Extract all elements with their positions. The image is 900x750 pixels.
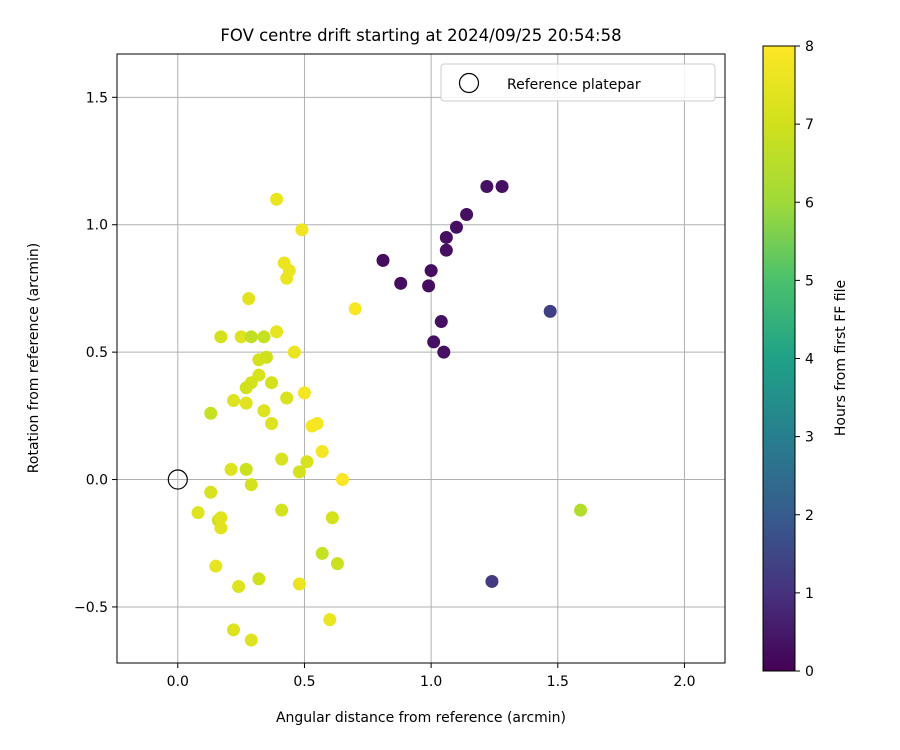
data-point [214, 521, 228, 535]
data-point [297, 386, 311, 400]
colorbar-tick-label: 5 [805, 273, 814, 289]
x-axis-ticks: 0.0 0.5 1.0 1.5 2.0 [167, 663, 696, 690]
data-point [270, 325, 284, 339]
data-point [439, 243, 453, 257]
data-point [280, 271, 294, 285]
data-point [252, 572, 266, 586]
y-tick-label: 0.5 [86, 345, 108, 361]
data-point [295, 223, 309, 237]
y-tick-label: 0.0 [86, 473, 108, 489]
data-point [348, 302, 362, 316]
y-tick-label: −0.5 [74, 600, 108, 616]
legend-reference-marker [458, 72, 480, 94]
data-point [292, 465, 306, 479]
x-tick-label: 1.0 [420, 674, 442, 690]
colorbar-tick-label: 2 [805, 508, 814, 524]
data-point [224, 462, 238, 476]
chart-title: FOV centre drift starting at 2024/09/25 … [220, 26, 621, 45]
legend-box [440, 63, 716, 102]
data-point [574, 503, 588, 517]
data-point [434, 315, 448, 329]
data-point [287, 345, 301, 359]
data-point [191, 506, 205, 520]
data-point [543, 304, 557, 318]
colorbar-ticks: 0 1 2 3 4 5 6 7 8 [795, 39, 814, 680]
x-tick-label: 1.5 [547, 674, 569, 690]
data-point [437, 345, 451, 359]
data-point [325, 511, 339, 525]
colorbar-tick-label: 0 [805, 664, 814, 680]
data-point [439, 230, 453, 244]
colorbar-tick-label: 1 [805, 586, 814, 602]
x-tick-label: 0.0 [167, 674, 189, 690]
data-point [449, 220, 463, 234]
data-point [232, 580, 246, 594]
data-point [480, 180, 494, 194]
data-point [300, 455, 314, 469]
data-point [244, 633, 258, 647]
y-axis-label: Rotation from reference (arcmin) [26, 243, 42, 473]
data-point [227, 623, 241, 637]
data-point [204, 485, 218, 499]
colorbar-gradient [762, 45, 796, 672]
data-point [280, 391, 294, 405]
data-point [209, 559, 223, 573]
data-point [310, 416, 324, 430]
data-point [323, 613, 337, 627]
data-point [265, 376, 279, 390]
data-point [292, 577, 306, 591]
data-point [275, 503, 289, 517]
data-point [394, 276, 408, 290]
colorbar-tick-label: 7 [805, 117, 814, 133]
colorbar-tick-label: 4 [805, 352, 814, 368]
grid-lines [117, 54, 725, 663]
x-tick-label: 2.0 [673, 674, 695, 690]
data-points [191, 180, 588, 647]
data-point [242, 292, 256, 306]
data-point [239, 462, 253, 476]
x-tick-label: 0.5 [293, 674, 315, 690]
data-point [422, 279, 436, 293]
plot-frame [116, 53, 726, 664]
data-point [270, 192, 284, 206]
data-point [315, 546, 329, 560]
data-point [239, 381, 253, 395]
colorbar-label: Hours from first FF file [833, 280, 849, 436]
data-point [424, 264, 438, 278]
data-point [275, 452, 289, 466]
legend: Reference platepar [440, 63, 716, 102]
data-point [330, 557, 344, 571]
data-point [427, 335, 441, 349]
data-point [257, 404, 271, 418]
data-point [239, 396, 253, 410]
y-tick-label: 1.0 [86, 218, 108, 234]
data-point [495, 180, 509, 194]
data-point [265, 416, 279, 430]
reference-platepar-marker [167, 469, 188, 490]
data-point [234, 330, 248, 344]
colorbar: 0 1 2 3 4 5 6 7 8 Hours from first FF file [762, 39, 849, 680]
data-point [257, 330, 271, 344]
colorbar-tick-label: 6 [805, 195, 814, 211]
data-point [485, 574, 499, 588]
data-point [259, 350, 273, 364]
data-point [315, 445, 329, 459]
legend-entry: Reference platepar [507, 77, 641, 93]
data-point [335, 473, 349, 487]
y-axis-ticks: −0.5 0.0 0.5 1.0 1.5 [74, 90, 117, 616]
data-point [227, 394, 241, 408]
data-point [214, 511, 228, 525]
data-point [204, 406, 218, 420]
colorbar-tick-label: 3 [805, 430, 814, 446]
x-axis-label: Angular distance from reference (arcmin) [276, 710, 566, 726]
reference-marker-group [167, 469, 188, 490]
data-point [244, 330, 258, 344]
data-point [214, 330, 228, 344]
data-point [460, 208, 474, 222]
colorbar-tick-label: 8 [805, 39, 814, 55]
data-point [244, 478, 258, 492]
data-point [376, 253, 390, 267]
y-tick-label: 1.5 [86, 90, 108, 106]
